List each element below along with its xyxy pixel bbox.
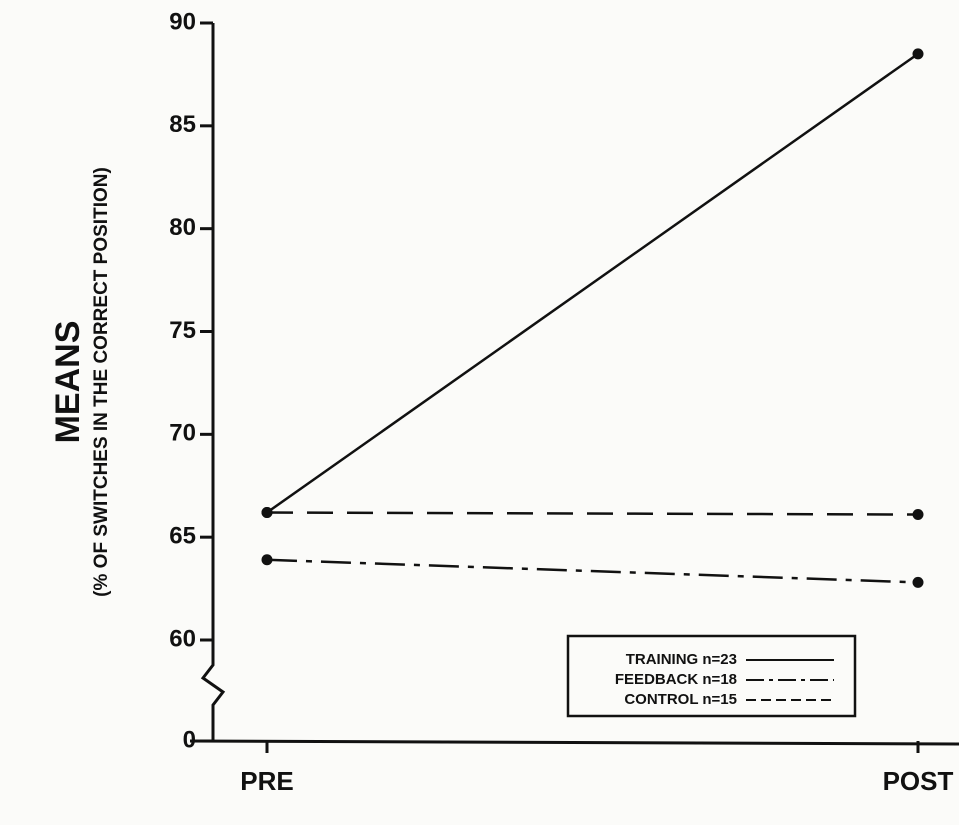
y-axis: [200, 23, 226, 741]
x-tick-label: POST: [883, 766, 954, 796]
y-tick-label: 75: [169, 317, 196, 344]
x-tick-label: PRE: [240, 766, 293, 796]
legend-label: FEEDBACK n=18: [615, 671, 737, 688]
y-tick-label: 70: [169, 420, 196, 447]
legend-label: TRAINING n=23: [626, 651, 737, 668]
data-point: [261, 506, 273, 518]
data-point: [261, 554, 273, 566]
y-tick-label: 0: [183, 726, 196, 753]
x-axis: [189, 739, 959, 746]
y-label: MEANS: [49, 321, 87, 444]
y-tick-label: 85: [169, 111, 196, 138]
series-line: [266, 52, 919, 514]
legend-label: CONTROL n=15: [624, 691, 737, 708]
y-sublabel: (% OF SWITCHES IN THE CORRECT POSITION): [91, 167, 112, 597]
y-tick-label: 60: [169, 625, 196, 652]
data-point: [912, 576, 924, 588]
y-tick-label: 65: [169, 523, 196, 550]
legend-box: [566, 634, 857, 718]
data-point: [912, 509, 924, 521]
series-line: [266, 511, 919, 516]
series-line: [266, 558, 919, 584]
y-tick-label: 90: [169, 8, 196, 35]
data-point: [912, 48, 924, 60]
y-tick-label: 80: [169, 214, 196, 241]
